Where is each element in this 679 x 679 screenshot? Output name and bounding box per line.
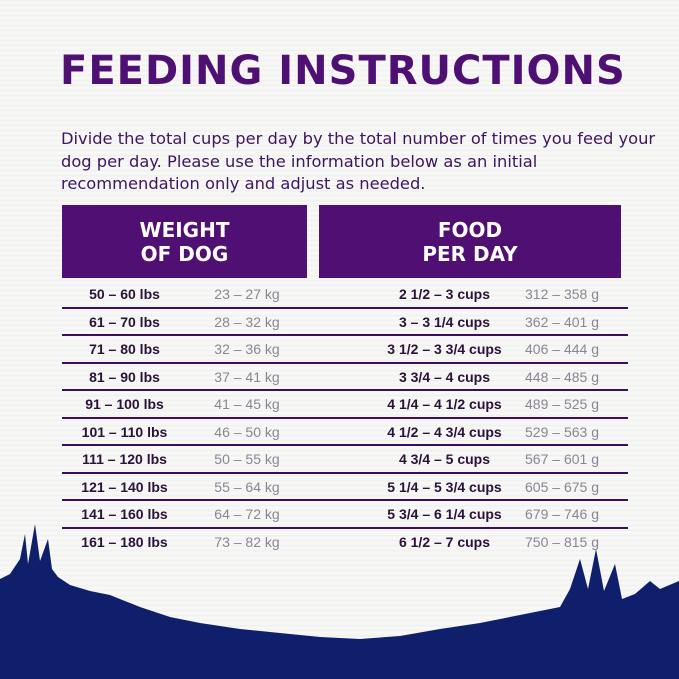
food-cups: 5 3/4 – 6 1/4 cups [387,506,502,522]
food-cups: 2 1/2 – 3 cups [398,286,491,302]
weight-kg: 46 – 50 kg [214,423,280,440]
food-header-line2: PER DAY [422,241,518,266]
table-row: 141 – 160 lbs 64 – 72 kg 5 3/4 – 6 1/4 cup… [62,501,628,529]
food-grams: 489 – 525 g [525,396,599,412]
table-row: 61 – 70 lbs 28 – 32 kg 3 – 3 1/4 cups 362 –… [62,309,628,336]
table-row: 81 – 90 lbs 37 – 41 kg 3 3/4 – 4 cups 448 –… [62,364,628,391]
weight-lbs: 111 – 120 lbs [82,451,167,467]
food-cups: 4 3/4 – 5 cups [398,451,491,467]
table-row: 50 – 60 lbs 23 – 27 kg 2 1/2 – 3 cups 312 –… [62,281,628,309]
food-grams: 529 – 563 g [525,423,599,440]
food-cups: 4 1/4 – 4 1/2 cups [387,396,502,412]
table-row: 161 – 180 lbs 73 – 82 kg 6 1/2 – 7 cups 750… [62,529,628,555]
weight-lbs: 121 – 140 lbs [81,478,168,495]
food-grams: 362 – 401 g [525,313,599,330]
weight-lbs: 81 – 90 lbs [89,368,160,385]
feeding-table: 50 – 60 lbs 23 – 27 kg 2 1/2 – 3 cups 312 –… [62,281,628,554]
weight-kg: 41 – 45 kg [214,396,280,412]
intro-text: Divide the total cups per day by the tot… [61,129,656,193]
table-row: 111 – 120 lbs 50 – 55 kg 4 3/4 – 5 cups 567… [62,446,628,474]
weight-kg: 28 – 32 kg [214,313,280,330]
weight-header-line1: WEIGHT [139,217,230,242]
weight-kg: 32 – 36 kg [214,341,280,357]
food-cups: 4 1/2 – 4 3/4 cups [387,423,502,440]
food-grams: 750 – 815 g [525,533,599,550]
weight-kg: 64 – 72 kg [214,506,280,522]
weight-lbs: 141 – 160 lbs [81,506,168,522]
grass-silhouette [0,524,679,679]
table-row: 71 – 80 lbs 32 – 36 kg 3 1/2 – 3 3/4 cups 4… [62,336,628,364]
weight-lbs: 50 – 60 lbs [89,286,160,302]
weight-kg: 23 – 27 kg [214,286,280,302]
weight-header-line2: OF DOG [140,241,229,266]
weight-lbs: 161 – 180 lbs [81,533,168,550]
weight-lbs: 61 – 70 lbs [89,313,160,330]
weight-lbs: 71 – 80 lbs [89,341,160,357]
food-cups: 3 – 3 1/4 cups [398,313,491,330]
food-grams: 312 – 358 g [525,286,599,302]
food-cups: 6 1/2 – 7 cups [398,533,491,550]
food-cups: 5 1/4 – 5 3/4 cups [387,478,502,495]
food-grams: 679 – 746 g [525,506,599,522]
table-row: 101 – 110 lbs 46 – 50 kg 4 1/2 – 4 3/4 cup… [62,419,628,446]
weight-lbs: 91 – 100 lbs [85,396,164,412]
weight-kg: 73 – 82 kg [214,533,280,550]
food-cups: 3 1/2 – 3 3/4 cups [387,341,502,357]
food-grams: 605 – 675 g [525,478,599,495]
food-grams: 406 – 444 g [525,341,599,357]
weight-kg: 37 – 41 kg [214,368,280,385]
table-row: 91 – 100 lbs 41 – 45 kg 4 1/4 – 4 1/2 cups… [62,391,628,419]
food-grams: 448 – 485 g [525,368,599,385]
page-title: FEEDING INSTRUCTIONS [60,48,626,94]
weight-header: WEIGHT OF DOG [62,205,307,278]
weight-kg: 50 – 55 kg [214,451,280,467]
food-header: FOOD PER DAY [319,205,621,278]
weight-lbs: 101 – 110 lbs [81,423,168,440]
food-cups: 3 3/4 – 4 cups [398,368,491,385]
food-header-line1: FOOD [437,217,503,242]
food-grams: 567 – 601 g [525,451,599,467]
table-row: 121 – 140 lbs 55 – 64 kg 5 1/4 – 5 3/4 cup… [62,474,628,501]
weight-kg: 55 – 64 kg [214,478,280,495]
